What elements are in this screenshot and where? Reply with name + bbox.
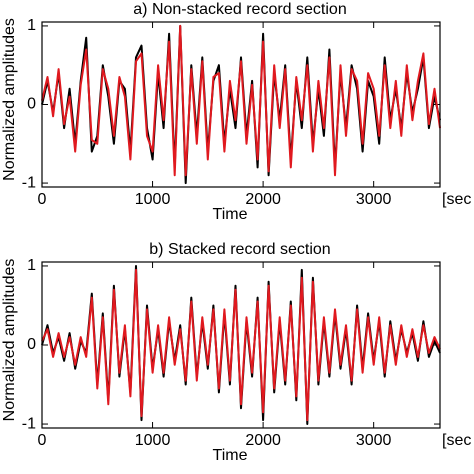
y-tick-label: -1	[22, 415, 36, 432]
series-line	[41, 268, 441, 422]
y-tick-label: 1	[27, 17, 36, 34]
x-axis-label: Time	[213, 447, 248, 464]
series-line	[41, 24, 441, 185]
x-unit: [sec	[442, 432, 471, 449]
x-unit: [sec	[442, 191, 471, 208]
x-tick-label: 3000	[356, 432, 392, 449]
chart-title: a) Non-stacked record section	[133, 1, 346, 18]
plot-frame	[41, 261, 441, 429]
series-line	[41, 24, 441, 177]
y-tick-label: 1	[27, 257, 36, 274]
x-axis-label: Time	[213, 206, 248, 223]
y-axis-label: Normalized amplitudes	[1, 259, 18, 422]
x-tick-label: 2000	[245, 432, 281, 449]
y-tick-label: -1	[22, 174, 36, 191]
y-tick-label: 0	[27, 96, 36, 113]
y-axis-label: Normalized amplitudes	[1, 18, 18, 181]
plot-frame	[41, 21, 441, 188]
x-tick-label: 0	[38, 191, 47, 208]
x-tick-label: 0	[38, 432, 47, 449]
x-tick-label: 2000	[245, 191, 281, 208]
y-tick-label: 0	[27, 336, 36, 353]
x-tick-label: 1000	[135, 432, 171, 449]
x-tick-label: 3000	[356, 191, 392, 208]
chart-title: b) Stacked record section	[149, 241, 330, 258]
x-tick-label: 1000	[135, 191, 171, 208]
